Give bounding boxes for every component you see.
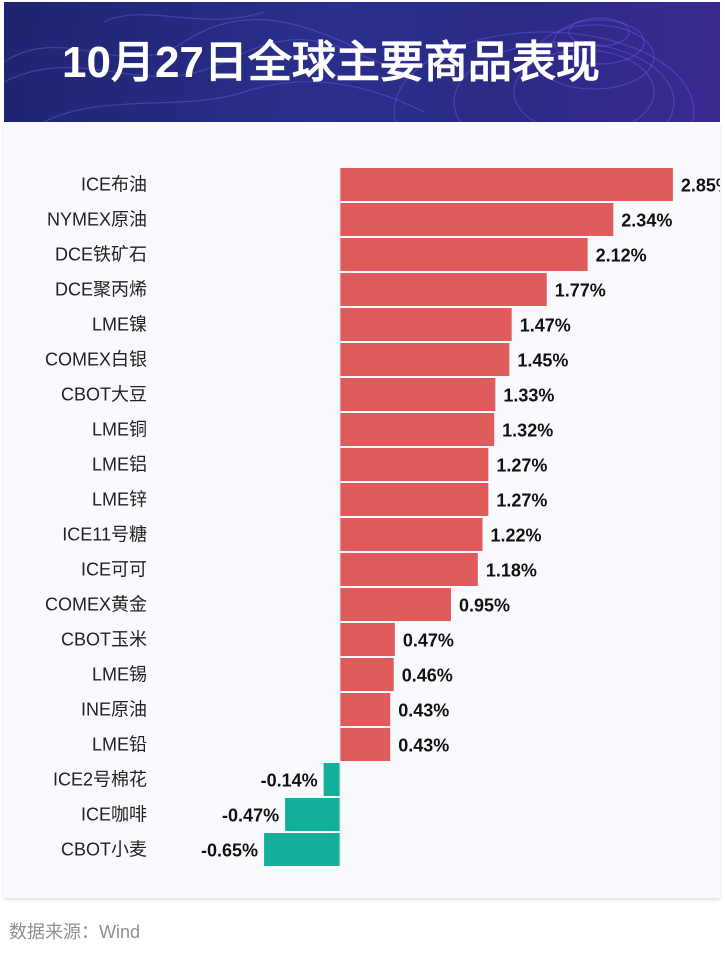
- category-label: ICE11号糖: [62, 525, 147, 545]
- value-label: 1.77%: [555, 281, 606, 301]
- value-label: 0.43%: [398, 701, 449, 721]
- bar: [340, 483, 489, 516]
- category-label: LME镍: [92, 315, 147, 335]
- bar: [340, 273, 547, 306]
- bar: [340, 203, 614, 236]
- category-label: LME锡: [92, 665, 147, 685]
- value-label: 0.95%: [459, 596, 510, 616]
- bar: [285, 798, 340, 831]
- value-label: 2.12%: [596, 246, 647, 266]
- value-label: 1.27%: [496, 491, 547, 511]
- value-label: 1.33%: [503, 386, 554, 406]
- category-label: LME铝: [92, 455, 147, 475]
- bar: [340, 168, 673, 201]
- value-label: -0.47%: [222, 806, 279, 826]
- bar: [340, 588, 451, 621]
- category-label: LME锌: [92, 490, 147, 510]
- bar: [340, 553, 478, 586]
- bar: [340, 238, 588, 271]
- value-label: 1.32%: [502, 421, 553, 441]
- category-label: ICE2号棉花: [53, 770, 147, 790]
- category-label: LME铜: [92, 420, 147, 440]
- value-label: 2.34%: [621, 211, 672, 231]
- value-label: 0.47%: [403, 631, 454, 651]
- data-source: 数据来源：Wind: [9, 922, 141, 942]
- bar: [340, 308, 512, 341]
- category-label: ICE可可: [81, 560, 147, 580]
- value-label: 0.43%: [398, 736, 449, 756]
- bar: [323, 763, 340, 796]
- bar: [340, 378, 496, 411]
- category-label: COMEX白银: [45, 350, 147, 370]
- title-banner: 10月27日全球主要商品表现: [4, 2, 720, 122]
- category-label: INE原油: [81, 700, 147, 720]
- value-label: 1.47%: [520, 316, 571, 336]
- value-label: 2.85%: [681, 176, 720, 196]
- category-label: ICE布油: [81, 175, 147, 195]
- bar: [264, 833, 340, 866]
- value-label: 1.18%: [486, 561, 537, 581]
- category-label: DCE聚丙烯: [55, 280, 147, 300]
- value-label: -0.65%: [201, 841, 258, 861]
- bar-chart: ICE布油 2.85% NYMEX原油 2.34% DCE铁矿石 2.12% DCE聚丙烯 1…: [45, 168, 720, 866]
- value-label: 1.45%: [517, 351, 568, 371]
- page-title: 10月27日全球主要商品表现: [62, 38, 600, 87]
- bar: [340, 343, 510, 376]
- category-label: NYMEX原油: [47, 210, 147, 230]
- contour-background: [4, 11, 695, 122]
- category-label: DCE铁矿石: [55, 245, 147, 265]
- bar: [340, 623, 395, 656]
- value-label: 0.46%: [402, 666, 453, 686]
- category-label: CBOT玉米: [61, 630, 147, 650]
- value-label: -0.14%: [261, 771, 318, 791]
- category-label: CBOT小麦: [61, 840, 147, 860]
- value-label: 1.22%: [490, 526, 541, 546]
- bar: [340, 448, 489, 481]
- category-label: LME铅: [92, 735, 147, 755]
- category-label: ICE咖啡: [81, 805, 147, 825]
- bar: [340, 693, 391, 726]
- value-label: 1.27%: [496, 456, 547, 476]
- category-label: COMEX黄金: [45, 595, 147, 615]
- bar: [340, 658, 394, 691]
- bar: [340, 518, 483, 551]
- category-label: CBOT大豆: [61, 385, 147, 405]
- bar: [340, 413, 495, 446]
- chart-card: ICE布油 2.85% NYMEX原油 2.34% DCE铁矿石 2.12% DCE聚丙烯 1…: [4, 122, 720, 898]
- bar: [340, 728, 391, 761]
